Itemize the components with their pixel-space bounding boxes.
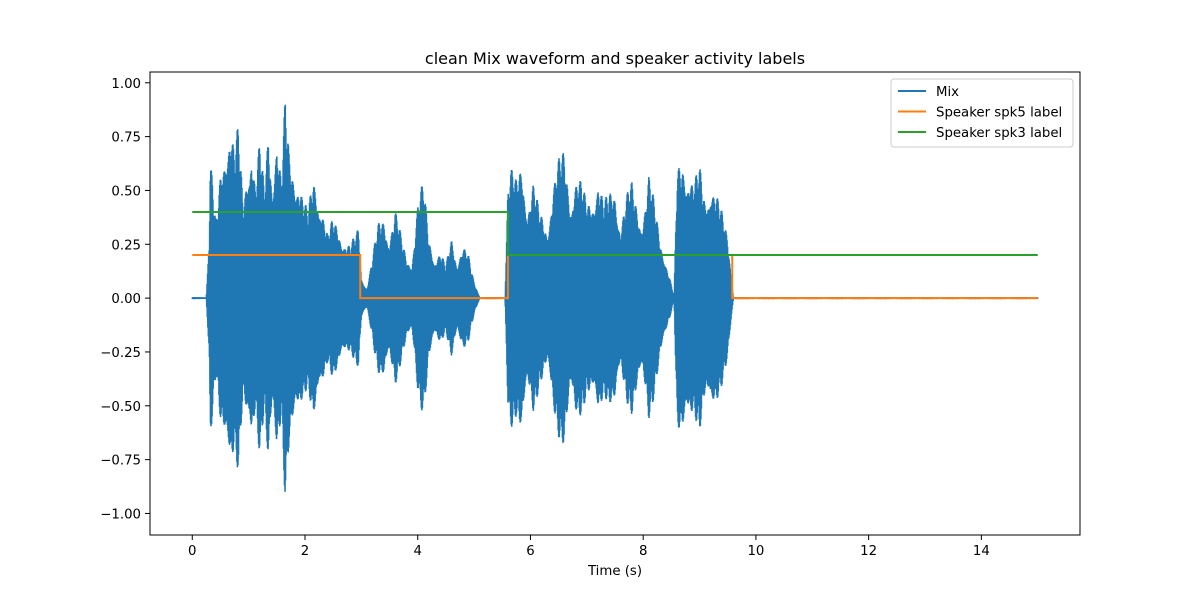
legend-label: Speaker spk3 label	[936, 126, 1062, 141]
series-line-1	[192, 254, 1038, 300]
axes-frame	[149, 71, 1081, 536]
x-tick-label: 4	[413, 544, 421, 559]
y-tick-label: −0.50	[100, 400, 141, 415]
legend-label: Mix	[936, 85, 959, 100]
series-line-2	[192, 210, 1038, 257]
legend-box	[890, 78, 1074, 148]
y-tick-label: −0.75	[100, 454, 141, 469]
y-axis-ticks: −1.00 −0.75 −0.50 −0.25 0.00 0.25 0.50 0.75 1.00	[100, 77, 150, 522]
series-group	[191, 104, 1039, 492]
y-tick-label: −1.00	[100, 507, 141, 522]
y-tick-label: −0.25	[100, 346, 141, 361]
x-tick-label: 8	[639, 544, 647, 559]
x-tick-label: 6	[526, 544, 534, 559]
x-axis-ticks: 0 2 4 6 8 10 12 14	[188, 535, 990, 559]
legend: Mix Speaker spk5 label Speaker spk3 label	[890, 78, 1074, 148]
chart-title: clean Mix waveform and speaker activity …	[425, 49, 805, 68]
y-tick-label: 0.00	[111, 292, 141, 307]
plot-area	[149, 71, 1081, 536]
legend-label: Speaker spk5 label	[936, 106, 1062, 121]
y-tick-label: 0.25	[111, 238, 141, 253]
x-tick-label: 10	[747, 544, 764, 559]
x-tick-label: 0	[188, 544, 196, 559]
x-tick-label: 12	[860, 544, 877, 559]
y-tick-label: 0.50	[111, 184, 141, 199]
y-tick-label: 1.00	[111, 77, 141, 92]
y-tick-label: 0.75	[111, 131, 141, 146]
x-tick-label: 14	[973, 544, 990, 559]
x-axis-label: Time (s)	[587, 564, 642, 579]
x-tick-label: 2	[301, 544, 309, 559]
